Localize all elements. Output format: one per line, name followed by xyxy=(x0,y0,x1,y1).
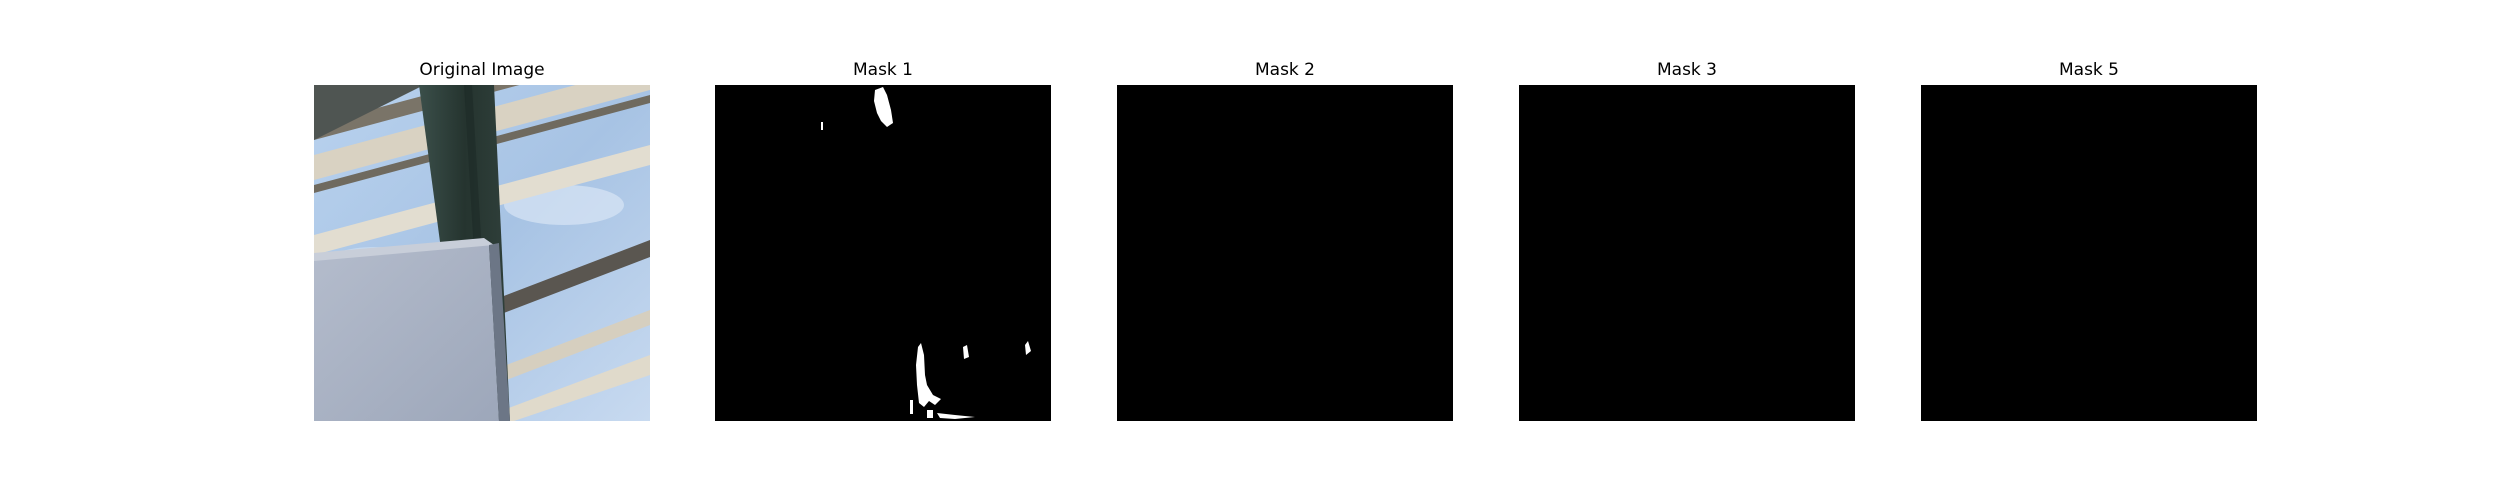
mask-2-image xyxy=(1117,85,1453,421)
panel-title-mask-5: Mask 5 xyxy=(2058,60,2119,80)
panel-title-mask-2: Mask 2 xyxy=(1254,60,1315,80)
original-photo xyxy=(314,85,650,421)
panel-title-original-image: Original Image xyxy=(419,60,545,80)
panel-title-mask-1: Mask 1 xyxy=(852,60,913,80)
mask-5-image xyxy=(1921,85,2257,421)
panel-title-mask-3: Mask 3 xyxy=(1656,60,1717,80)
mask-3-image xyxy=(1519,85,1855,421)
panel-mask-3: Mask 3 xyxy=(1519,0,1855,500)
panel-mask-1: Mask 1 xyxy=(715,0,1051,500)
panel-mask-2: Mask 2 xyxy=(1117,0,1453,500)
mask-1-image xyxy=(715,85,1051,421)
panel-mask-5: Mask 5 xyxy=(1921,0,2257,500)
panel-original-image: Original Image xyxy=(314,0,650,500)
